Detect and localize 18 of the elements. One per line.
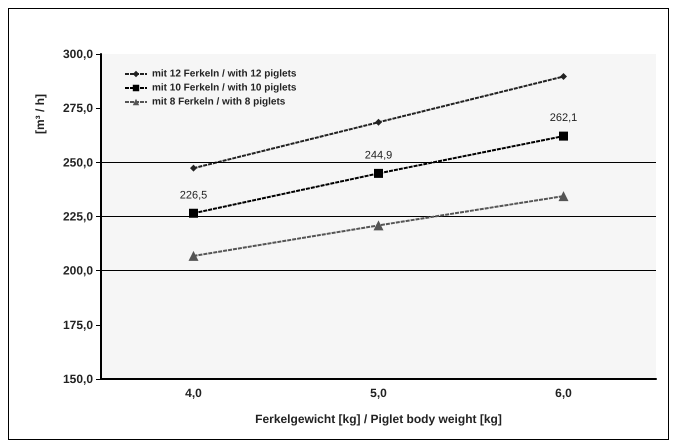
x-tick-label: 5,0 bbox=[370, 386, 388, 400]
y-tick-label: 225,0 bbox=[62, 210, 94, 224]
y-tick-label: 275,0 bbox=[62, 101, 94, 116]
legend-label: mit 10 Ferkeln / with 10 piglets bbox=[152, 82, 297, 94]
data-label: 226,5 bbox=[180, 189, 208, 202]
y-tick-label: 150,0 bbox=[62, 372, 94, 386]
y-tick-label: 175,0 bbox=[62, 318, 94, 332]
y-tick-label: 250,0 bbox=[62, 155, 94, 170]
x-tick-label: 6,0 bbox=[555, 386, 572, 400]
y-tick-label: 200,0 bbox=[62, 264, 94, 278]
y-tick-label: 300,0 bbox=[62, 47, 94, 61]
legend-label: mit 8 Ferkeln / with 8 piglets bbox=[152, 96, 286, 108]
x-tick-label: 4,0 bbox=[185, 386, 202, 400]
data-label: 244,9 bbox=[364, 149, 392, 162]
data-label: 262,1 bbox=[550, 112, 578, 124]
legend-label: mit 12 Ferkeln / with 12 piglets bbox=[152, 68, 297, 80]
x-axis-title: Ferkelgewicht [kg] / Piglet body weight [kg] bbox=[255, 412, 502, 426]
y-axis-title: [m³ / h] bbox=[33, 94, 47, 134]
